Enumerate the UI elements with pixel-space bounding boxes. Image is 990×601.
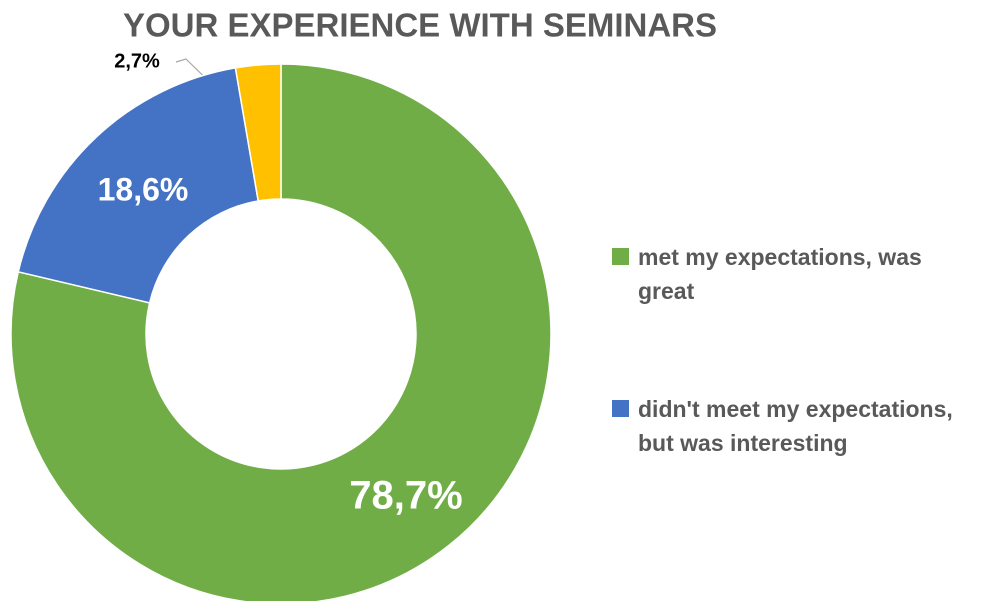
legend-swatch [612,248,629,265]
legend-label: didn't meet my expectations, but was int… [638,396,953,456]
donut-slice [234,63,282,202]
chart-title: YOUR EXPERIENCE WITH SEMINARS [123,7,717,44]
legend-swatch [612,400,629,417]
legend-item: met my expectations, was great [612,240,962,308]
legend-item: didn't meet my expectations, but was int… [612,392,962,460]
donut-slice [17,67,260,304]
donut-slice [10,63,552,601]
data-label: 18,6% [98,171,189,207]
data-label: 78,7% [349,474,462,518]
legend-label: met my expectations, was great [638,244,922,304]
data-label: 2,7% [114,50,160,72]
